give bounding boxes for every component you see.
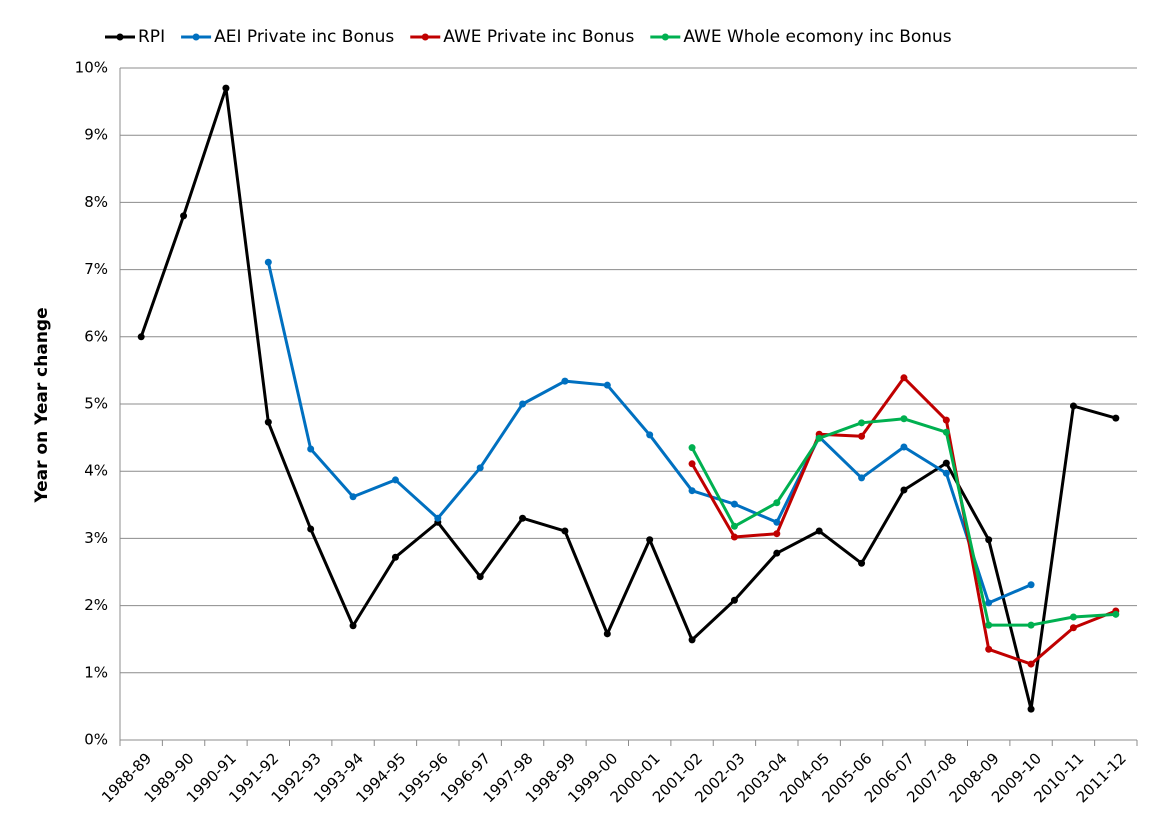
data-point	[773, 499, 781, 507]
data-point	[603, 630, 611, 638]
data-point	[1069, 402, 1077, 410]
data-point	[476, 464, 484, 472]
legend-marker	[421, 33, 429, 41]
data-point	[942, 459, 950, 467]
data-point	[730, 596, 738, 604]
y-tick-label: 8%	[84, 193, 108, 211]
data-point	[688, 460, 696, 468]
data-point	[773, 549, 781, 557]
data-point	[1027, 581, 1035, 589]
data-point	[773, 530, 781, 538]
data-point	[900, 374, 908, 382]
y-tick-label: 5%	[84, 395, 108, 413]
data-point	[688, 444, 696, 452]
data-point	[434, 514, 442, 522]
legend-marker	[661, 33, 669, 41]
y-tick-label: 1%	[84, 663, 108, 681]
data-point	[307, 525, 315, 533]
data-point	[730, 522, 738, 530]
data-point	[137, 333, 145, 341]
data-point	[264, 258, 272, 266]
data-point	[900, 415, 908, 423]
y-tick-label: 10%	[75, 59, 108, 77]
data-point	[815, 527, 823, 535]
legend-marker	[192, 33, 200, 41]
data-point	[1027, 621, 1035, 629]
y-tick-label: 9%	[84, 126, 108, 144]
data-point	[561, 377, 569, 385]
data-point	[391, 476, 399, 484]
data-point	[1112, 414, 1120, 422]
legend-marker	[116, 33, 124, 41]
y-tick-label: 0%	[84, 731, 108, 749]
data-point	[900, 486, 908, 494]
y-tick-label: 4%	[84, 462, 108, 480]
data-point	[349, 622, 357, 630]
data-point	[688, 636, 696, 644]
y-tick-label: 2%	[84, 596, 108, 614]
data-point	[985, 645, 993, 653]
data-point	[858, 559, 866, 567]
data-point	[1069, 624, 1077, 632]
data-point	[1069, 613, 1077, 621]
series-line	[139, 86, 1117, 711]
data-point	[1027, 660, 1035, 668]
data-point	[1027, 705, 1035, 713]
data-point	[603, 381, 611, 389]
data-point	[858, 474, 866, 482]
data-point	[730, 500, 738, 508]
data-point	[900, 443, 908, 451]
data-point	[307, 445, 315, 453]
data-point	[858, 432, 866, 440]
data-point	[985, 536, 993, 544]
data-point	[264, 418, 272, 426]
y-tick-label: 7%	[84, 260, 108, 278]
data-point	[519, 514, 527, 522]
data-point	[730, 533, 738, 541]
legend-label: AEI Private inc Bonus	[214, 27, 394, 47]
legend-label: AWE Private inc Bonus	[443, 27, 634, 47]
data-point	[858, 419, 866, 427]
data-point	[773, 518, 781, 526]
data-point	[222, 84, 230, 92]
y-tick-label: 3%	[84, 529, 108, 547]
data-point	[519, 400, 527, 408]
data-point	[646, 536, 654, 544]
data-point	[985, 621, 993, 629]
data-point	[1112, 610, 1120, 618]
data-point	[815, 434, 823, 442]
data-point	[688, 487, 696, 495]
data-point	[942, 469, 950, 477]
y-tick-label: 6%	[84, 327, 108, 345]
data-point	[942, 416, 950, 424]
legend-label: AWE Whole ecomony inc Bonus	[683, 27, 951, 47]
data-point	[646, 431, 654, 439]
data-point	[349, 493, 357, 501]
data-point	[942, 428, 950, 436]
data-point	[476, 573, 484, 581]
data-point	[561, 527, 569, 535]
data-point	[985, 599, 993, 607]
data-point	[180, 212, 188, 220]
y-axis-label: Year on Year change	[32, 307, 52, 503]
legend-label: RPI	[138, 27, 165, 47]
data-point	[391, 553, 399, 561]
